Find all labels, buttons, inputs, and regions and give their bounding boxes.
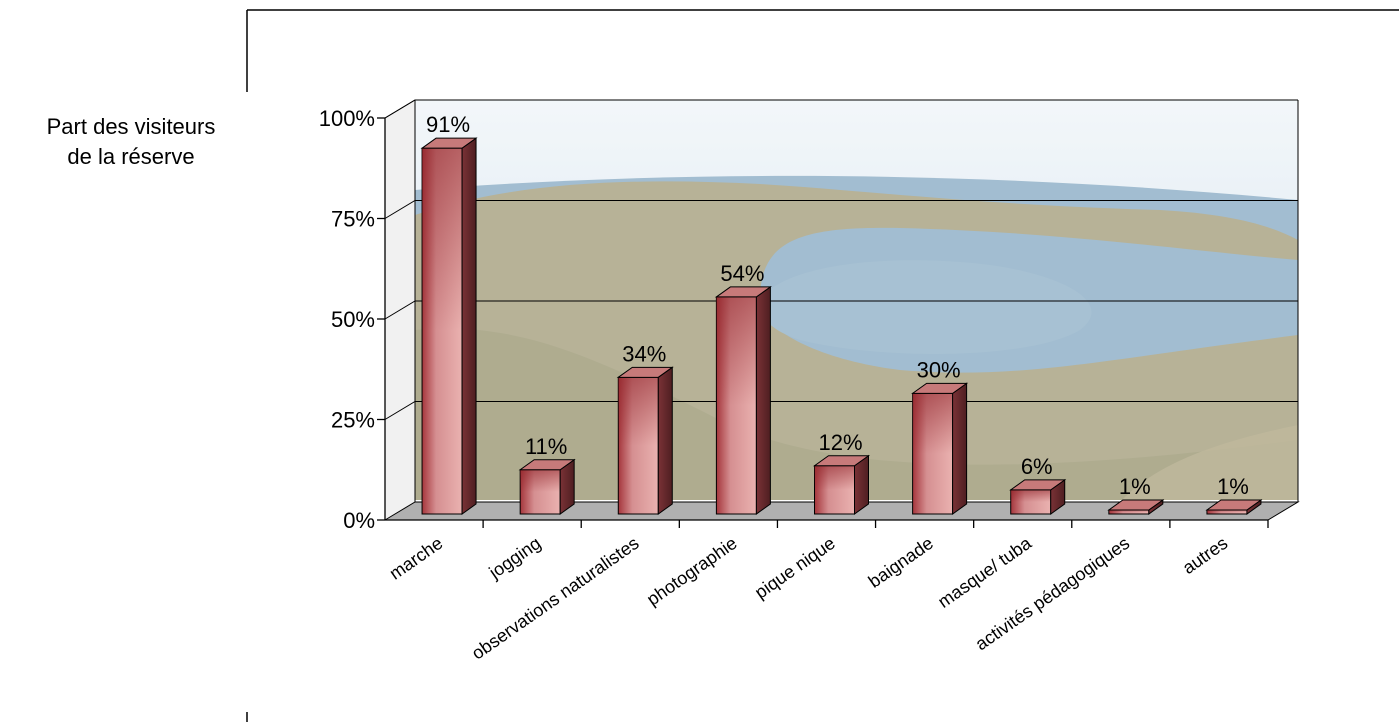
category-label-3: photographie	[643, 533, 741, 610]
bar-shade-6	[1010, 489, 1051, 514]
category-label-0: marche	[386, 533, 447, 584]
wall-bay	[760, 260, 1092, 354]
wall-top-depth-edge	[384, 99, 416, 119]
value-label-6: 6%	[1021, 454, 1053, 479]
wall-land-corner	[1120, 425, 1298, 500]
y-tick-label-4: 100%	[319, 106, 375, 131]
bar-7	[1107, 499, 1165, 515]
value-label-0: 91%	[426, 112, 470, 137]
value-label-2: 34%	[622, 341, 666, 366]
bar-shade-4	[814, 465, 855, 514]
category-label-6: masque/ tuba	[934, 532, 1036, 612]
bars	[420, 137, 1263, 515]
bar-top-5	[911, 382, 969, 394]
bar-shade-2	[618, 377, 659, 514]
bar-top-4	[812, 455, 871, 467]
bar-side-0	[461, 137, 477, 515]
bar-top-1	[518, 459, 576, 471]
bar-8	[1205, 499, 1263, 515]
value-label-8: 1%	[1217, 474, 1249, 499]
bar-top-8	[1205, 499, 1263, 511]
category-label-1: jogging	[485, 533, 545, 583]
value-label-7: 1%	[1119, 474, 1151, 499]
chart-frame	[246, 9, 1399, 722]
bar-shade-8	[1206, 509, 1247, 514]
bar-shade-5	[912, 393, 953, 514]
bar-side-2	[657, 366, 673, 515]
y-tick-label-0: 0%	[343, 508, 375, 533]
axes: 0% 25% 50% 75% 100%	[319, 106, 1269, 533]
bar-top-3	[714, 286, 772, 298]
bar-3	[714, 285, 772, 515]
bar-top-0	[420, 137, 478, 149]
y-axis-label-line-1: Part des visiteurs	[46, 114, 216, 139]
bar-4	[812, 454, 871, 515]
bar-top-7	[1107, 499, 1165, 511]
category-label-2: observations naturalistes	[468, 533, 643, 664]
bar-shade-7	[1108, 509, 1149, 514]
value-label-4: 12%	[818, 430, 862, 455]
bar-shade-0	[422, 148, 463, 514]
category-label-8: autres	[1179, 533, 1231, 578]
y-tick-label-1: 25%	[331, 408, 375, 433]
value-label-3: 54%	[720, 261, 764, 286]
bar-shade-3	[716, 296, 757, 514]
category-label-4: pique nique	[751, 533, 839, 603]
value-label-1: 11%	[525, 434, 567, 459]
category-label-5: baignade	[865, 533, 937, 592]
bar-1	[518, 458, 576, 515]
bar-5	[911, 382, 969, 515]
value-label-5: 30%	[917, 357, 961, 382]
bar-2	[616, 366, 674, 515]
bar-6	[1009, 478, 1067, 515]
bar-side-3	[755, 285, 771, 515]
y-axis-label-line-2: de la réserve	[67, 144, 195, 169]
y-axis-label: Part des visiteurs de la réserve	[0, 112, 262, 172]
y-tick-label-3: 75%	[331, 207, 375, 232]
value-labels: 91% 11% 34% 54% 12% 30% 6% 1% 1%	[426, 112, 1249, 499]
bar-top-2	[616, 366, 674, 378]
bar-shade-1	[520, 469, 561, 514]
bar-top-6	[1009, 479, 1067, 491]
bar-0	[420, 137, 478, 515]
bar-side-5	[952, 382, 968, 515]
gridlines	[384, 99, 1299, 502]
wall-haze	[415, 100, 1298, 500]
y-tick-label-2: 50%	[331, 307, 375, 332]
